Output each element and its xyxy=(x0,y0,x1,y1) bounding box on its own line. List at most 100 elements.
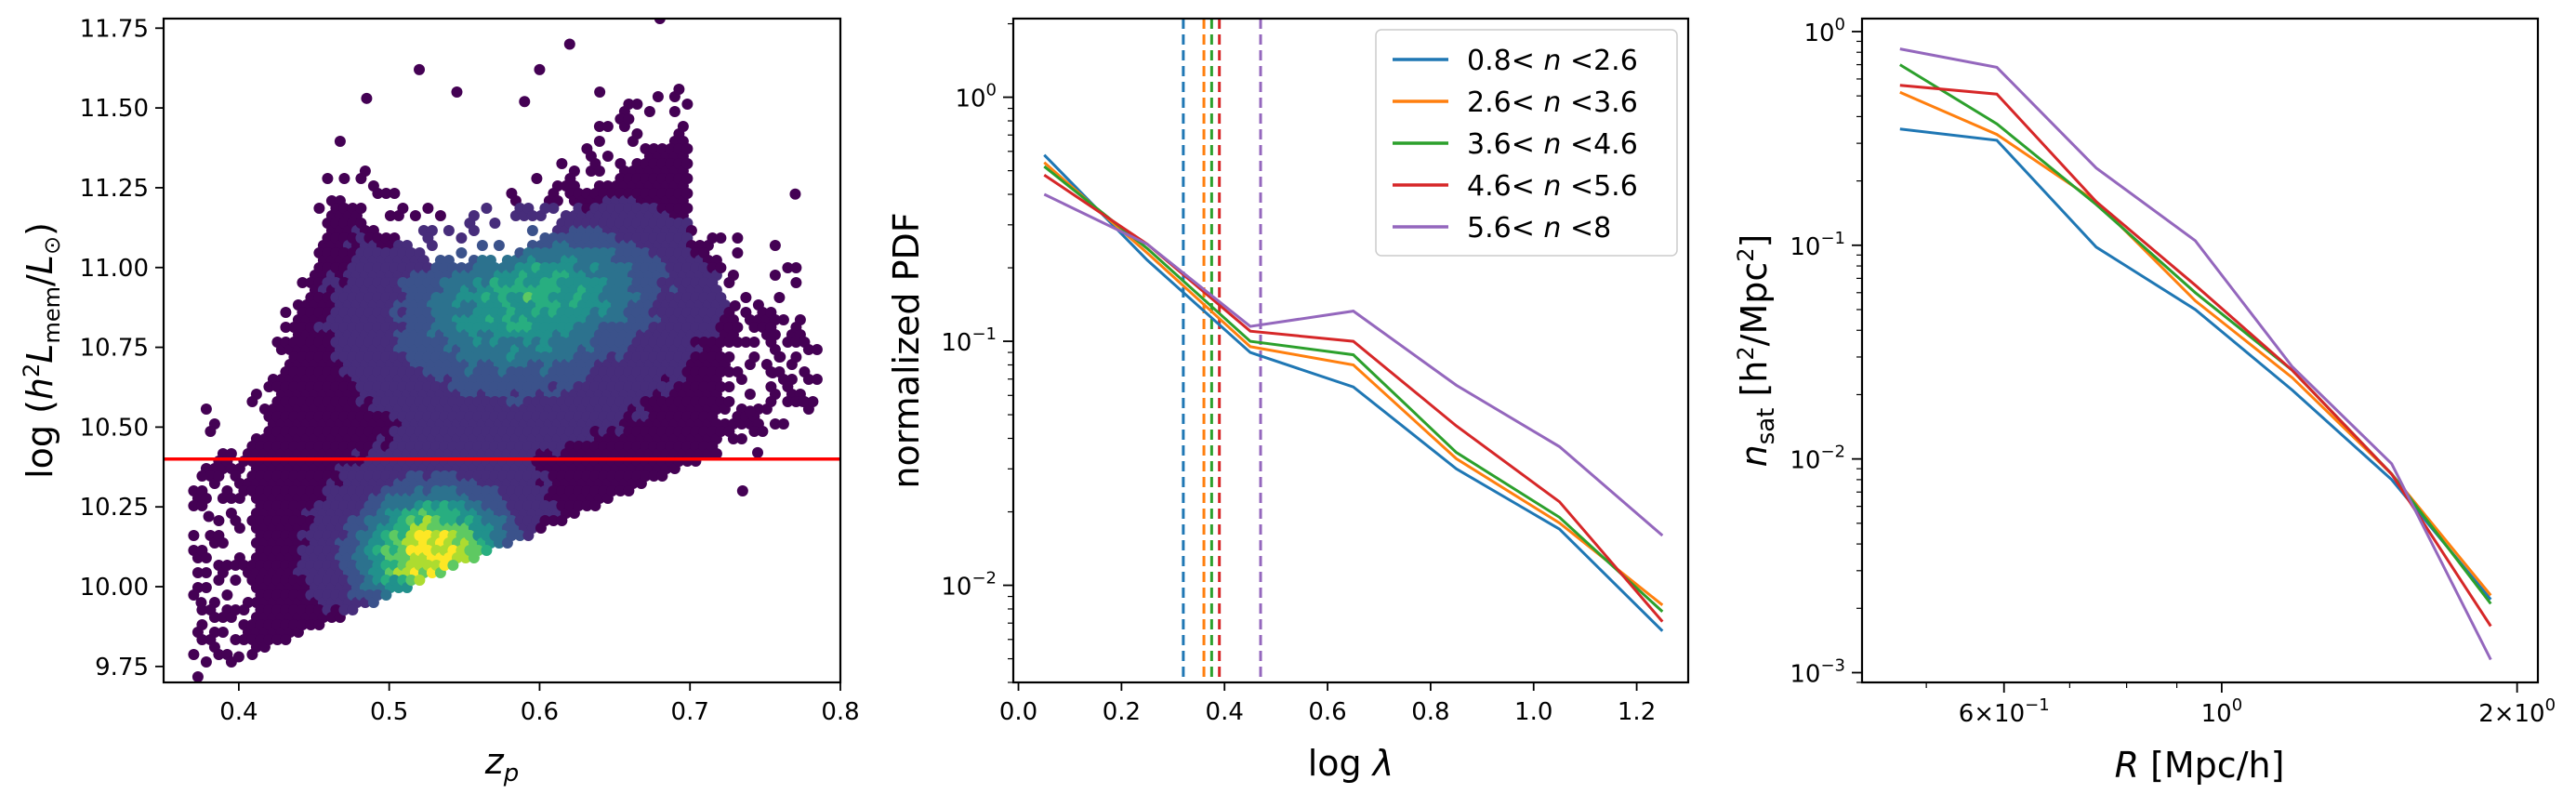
scatter-point xyxy=(681,203,694,214)
scatter-point xyxy=(200,656,212,668)
x-ticks-2: 0.0 0.2 0.4 0.6 0.8 1.0 1.2 xyxy=(999,682,1656,726)
scatter-point xyxy=(472,545,484,556)
y-axis-label-2: normalized PDF xyxy=(886,212,927,488)
scatter-point xyxy=(723,337,735,348)
x-tick-label: 0.2 xyxy=(1103,698,1141,726)
legend-box xyxy=(1375,29,1678,257)
scatter-point xyxy=(481,203,493,214)
scatter-point xyxy=(397,203,409,214)
y-tick-label: 10−1 xyxy=(941,324,997,357)
scatter-point xyxy=(757,426,769,437)
scatter-point xyxy=(707,232,719,244)
scatter-point xyxy=(280,307,292,318)
scatter-point xyxy=(802,374,814,385)
scatter-point xyxy=(192,567,204,578)
scatter-point xyxy=(769,270,781,281)
scatter-point xyxy=(409,210,421,221)
scatter-point xyxy=(422,203,434,214)
scatter-point xyxy=(384,210,396,221)
scatter-point xyxy=(213,649,225,660)
series-line xyxy=(1899,63,2492,605)
scatter-point xyxy=(230,604,242,615)
scatter-point xyxy=(313,203,325,214)
scatter-point xyxy=(654,19,666,24)
scatter-point xyxy=(631,99,643,110)
x-tick-label: 6×10−1 xyxy=(1959,695,2050,728)
scatter-point xyxy=(531,173,543,184)
x-tick-label: 0.0 xyxy=(999,698,1037,726)
scatter-point xyxy=(246,649,258,660)
scatter-point xyxy=(192,671,204,682)
scatter-point xyxy=(434,210,446,221)
scatter-point xyxy=(380,589,392,601)
scatter-point xyxy=(715,426,727,437)
x-tick-label: 0.8 xyxy=(821,698,859,726)
y-axis-label-3: nsat [h2/Mpc2] xyxy=(1733,234,1780,468)
axes-frame-2 xyxy=(1011,17,1690,684)
scatter-point xyxy=(811,344,823,355)
x-tick-label: 0.6 xyxy=(521,698,559,726)
x-tick-label: 0.8 xyxy=(1411,698,1449,726)
scatter-point xyxy=(727,433,739,444)
scatter-point xyxy=(715,232,727,244)
scatter-point xyxy=(203,510,215,523)
scatter-point xyxy=(481,545,493,556)
x-tick-label: 0.6 xyxy=(1308,698,1346,726)
scatter-point xyxy=(740,292,752,303)
scatter-point xyxy=(200,404,212,415)
scatter-point xyxy=(593,165,605,177)
y-axis-label-1: log (h2Lmem/L⊙) xyxy=(19,222,65,479)
scatter-point xyxy=(468,225,480,236)
scatter-point xyxy=(748,426,760,437)
scatter-point xyxy=(514,530,526,541)
scatter-point xyxy=(681,173,694,184)
scatter-point xyxy=(238,634,250,645)
x-tick-label: 0.4 xyxy=(1206,698,1244,726)
scatter-point xyxy=(774,351,786,363)
scatter-point xyxy=(443,225,455,236)
scatter-point xyxy=(476,240,488,251)
series-line xyxy=(1899,127,2492,601)
scatter-point xyxy=(347,604,359,615)
scatter-point xyxy=(217,537,229,549)
y-tick-label: 9.75 xyxy=(95,654,149,681)
x-ticks-3: 6×10−1 100 2×100 xyxy=(1925,682,2556,728)
x-axis-label-3: R [Mpc/h] xyxy=(2115,745,2285,786)
scatter-point xyxy=(334,136,346,147)
scatter-point xyxy=(280,634,292,645)
scatter-point xyxy=(213,575,225,586)
legend-entry: 2.6< n <3.6 xyxy=(1467,86,1638,119)
scatter-point xyxy=(797,395,809,407)
scatter-point xyxy=(213,515,225,526)
x-tick-label: 100 xyxy=(2201,695,2243,728)
scatter-point xyxy=(765,396,777,407)
scatter-point xyxy=(380,188,392,199)
legend-entry: 3.6< n <4.6 xyxy=(1467,128,1638,161)
scatter-point xyxy=(297,277,309,288)
scatter-point xyxy=(623,113,635,125)
scatter-point xyxy=(196,470,208,482)
scatter-point xyxy=(573,500,585,511)
scatter-point xyxy=(723,381,735,392)
scatter-point xyxy=(548,203,560,214)
scatter-point xyxy=(723,277,735,288)
scatter-point xyxy=(489,218,501,229)
scatter-point xyxy=(789,188,801,200)
legend-entry: 0.8< n <2.6 xyxy=(1467,45,1638,77)
scatter-point xyxy=(230,560,242,571)
scatter-point xyxy=(548,515,560,526)
scatter-point xyxy=(213,470,225,482)
scatter-point xyxy=(200,567,212,578)
scatter-point xyxy=(715,366,727,377)
scatter-point xyxy=(790,337,802,348)
scatter-point xyxy=(196,619,208,630)
y-tick-label: 10−2 xyxy=(941,569,997,602)
scatter-point xyxy=(681,188,694,199)
scatter-point xyxy=(681,158,694,169)
scatter-point xyxy=(372,188,384,199)
y-tick-label: 11.00 xyxy=(80,255,149,283)
scatter-point xyxy=(623,99,635,110)
scatter-point xyxy=(506,530,518,541)
scatter-point xyxy=(221,560,233,571)
scatter-point xyxy=(631,128,643,139)
